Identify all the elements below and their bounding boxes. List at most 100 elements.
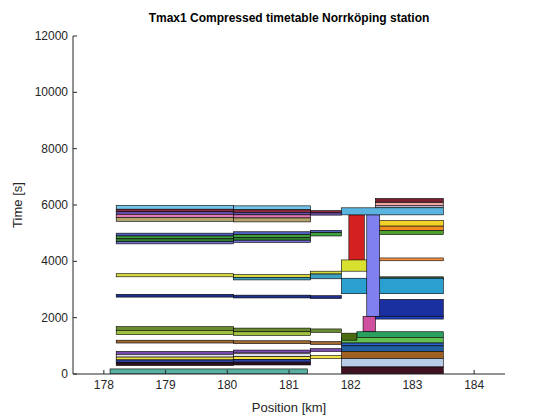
occupation-block xyxy=(233,240,310,242)
x-tick-label: 181 xyxy=(279,378,299,392)
occupation-block xyxy=(116,242,233,244)
y-tick xyxy=(73,317,77,318)
y-tick-label: 8000 xyxy=(41,142,68,156)
occupation-block xyxy=(311,296,342,299)
x-tick xyxy=(165,370,166,374)
occupation-block xyxy=(116,357,233,360)
occupation-block xyxy=(375,299,443,316)
occupation-block xyxy=(341,208,443,215)
blocks xyxy=(110,199,443,374)
occupation-block xyxy=(233,206,310,210)
occupation-block xyxy=(233,277,310,280)
occupation-block xyxy=(375,220,443,226)
y-tick-label: 6000 xyxy=(41,198,68,212)
occupation-block xyxy=(116,360,233,363)
x-tick-label: 183 xyxy=(402,378,422,392)
y-tick-label: 12000 xyxy=(35,29,69,43)
x-tick xyxy=(350,370,351,374)
occupation-block xyxy=(233,215,310,218)
occupation-block xyxy=(116,239,233,242)
occupation-block xyxy=(341,351,443,358)
occupation-block xyxy=(311,213,342,215)
y-axis-label: Time [s] xyxy=(10,182,25,228)
occupation-block xyxy=(116,217,233,221)
occupation-block xyxy=(116,351,233,354)
y-tick xyxy=(73,36,77,37)
occupation-block xyxy=(116,274,233,277)
y-tick xyxy=(73,261,77,262)
occupation-block xyxy=(375,230,443,234)
occupation-block xyxy=(341,367,443,374)
occupation-block xyxy=(375,226,443,230)
x-tick xyxy=(412,370,413,374)
occupation-block xyxy=(311,271,342,274)
occupation-block xyxy=(233,212,310,215)
occupation-block xyxy=(233,210,310,213)
y-tick xyxy=(73,148,77,149)
occupation-block xyxy=(311,233,342,236)
occupation-block xyxy=(341,343,443,346)
y-tick xyxy=(73,205,77,206)
occupation-block xyxy=(116,205,233,209)
occupation-block xyxy=(233,332,310,336)
x-tick xyxy=(289,370,290,374)
occupation-block xyxy=(233,237,310,240)
occupation-block xyxy=(233,295,310,298)
occupation-block xyxy=(233,275,310,278)
occupation-block xyxy=(311,356,342,359)
occupation-block xyxy=(233,235,310,238)
occupation-block xyxy=(341,346,443,352)
x-tick-label: 182 xyxy=(341,378,361,392)
occupation-block xyxy=(341,278,443,293)
occupation-block xyxy=(363,316,375,331)
occupation-block xyxy=(116,209,233,212)
occupation-block xyxy=(116,233,233,236)
occupation-block xyxy=(116,327,233,331)
occupation-block xyxy=(311,211,342,213)
x-axis-label: Position [km] xyxy=(252,400,326,415)
occupation-block xyxy=(311,342,342,345)
occupation-block xyxy=(233,354,310,357)
x-tick-label: 178 xyxy=(94,378,114,392)
occupation-block xyxy=(233,218,310,222)
occupation-block xyxy=(375,199,443,203)
x-tick-label: 184 xyxy=(464,378,484,392)
x-tick xyxy=(103,370,104,374)
occupation-block xyxy=(375,316,443,319)
occupation-block xyxy=(357,332,443,338)
occupation-block xyxy=(116,214,233,217)
title: Tmax1 Compressed timetable Norrköping st… xyxy=(149,11,430,25)
occupation-block xyxy=(233,357,310,360)
occupation-block xyxy=(349,215,364,261)
occupation-block xyxy=(367,215,380,316)
occupation-block xyxy=(375,202,443,206)
x-tick xyxy=(474,370,475,374)
occupation-block xyxy=(116,330,233,334)
plot-area xyxy=(73,36,505,374)
y-tick-label: 4000 xyxy=(41,254,68,268)
x-tick-label: 180 xyxy=(217,378,237,392)
occupation-block xyxy=(116,354,233,357)
occupation-block xyxy=(341,333,356,340)
occupation-block xyxy=(116,340,233,343)
y-tick xyxy=(73,374,77,375)
occupation-block xyxy=(110,369,307,374)
occupation-block xyxy=(116,212,233,215)
occupation-block xyxy=(375,258,443,261)
occupation-block xyxy=(233,362,310,365)
occupation-block xyxy=(311,349,342,352)
chart: 1781791801811821831840200040006000800010… xyxy=(0,0,560,420)
y-tick xyxy=(73,92,77,93)
x-tick-label: 179 xyxy=(156,378,176,392)
occupation-block xyxy=(311,329,342,332)
occupation-block xyxy=(233,341,310,344)
y-tick-label: 10000 xyxy=(35,85,69,99)
occupation-block xyxy=(233,359,310,362)
occupation-block xyxy=(116,236,233,239)
occupation-block xyxy=(311,230,342,232)
occupation-block xyxy=(233,328,310,332)
y-tick-label: 0 xyxy=(61,367,68,381)
occupation-block xyxy=(233,350,310,353)
occupation-block xyxy=(233,232,310,235)
occupation-block xyxy=(116,363,233,366)
